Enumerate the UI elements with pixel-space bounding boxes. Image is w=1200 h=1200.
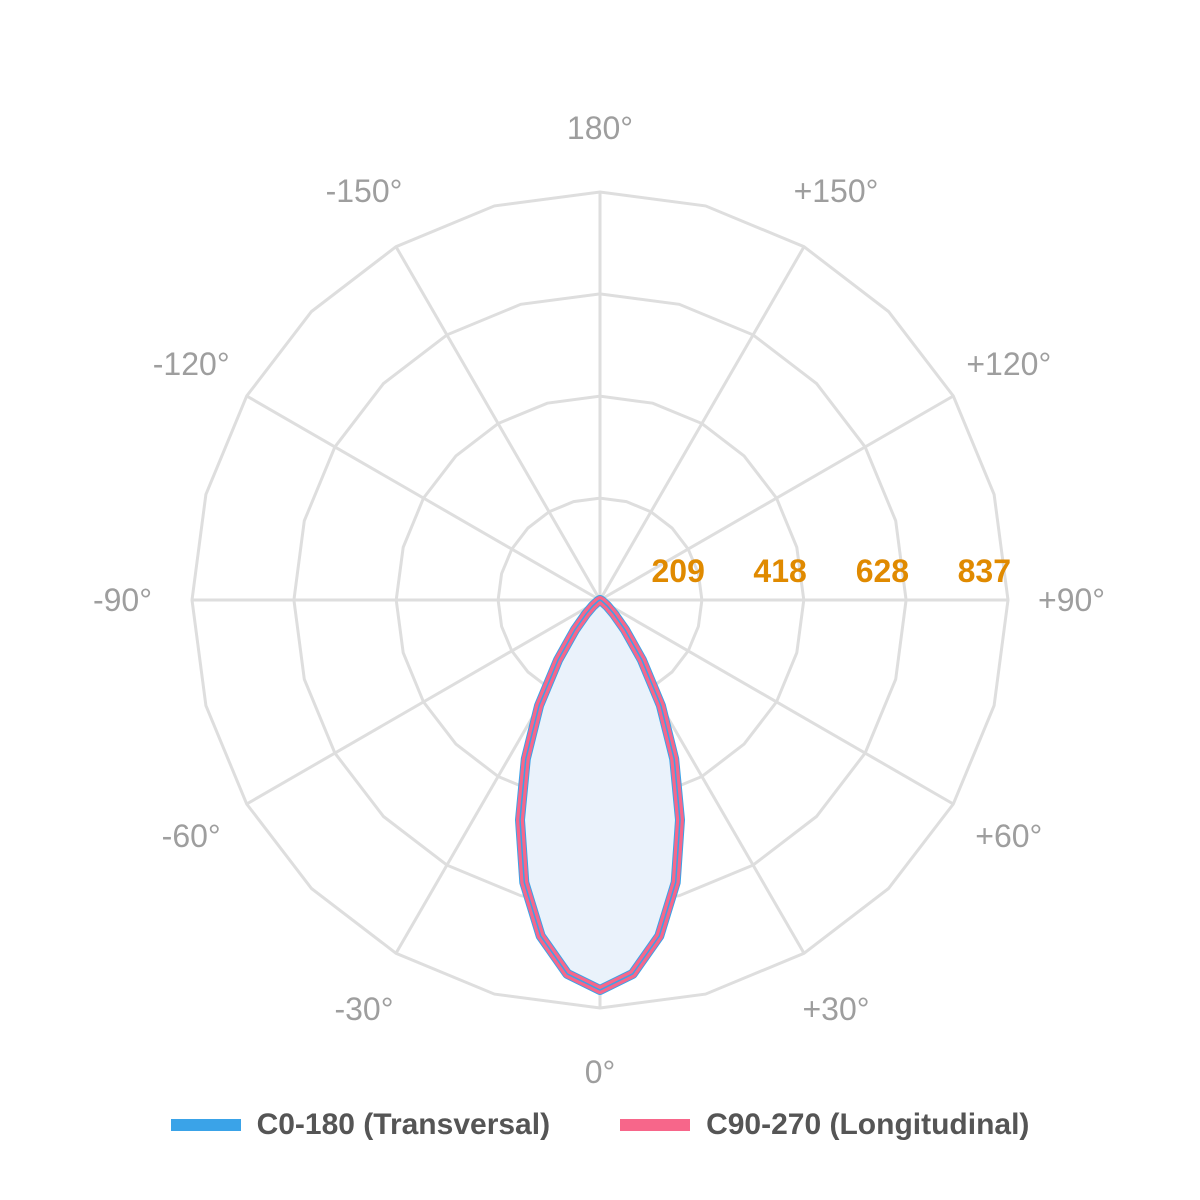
grid-spoke-300 <box>245 598 601 806</box>
angle-label-minus-60: -60° <box>162 818 221 854</box>
radial-tick-label-3: 628 <box>856 553 909 589</box>
radial-tick-label-2: 418 <box>753 553 806 589</box>
angle-labels: 0° +30° +60° +90° +120° +150° 180° -150° -120° -9… <box>93 110 1105 1090</box>
legend: C0-180 (Transversal) C90-270 (Longitudin… <box>0 1100 1200 1150</box>
series-transversal-line <box>515 595 685 995</box>
grid-spoke-210 <box>394 245 602 601</box>
legend-swatch-transversal <box>170 1119 241 1131</box>
angle-label-0: 0° <box>585 1054 616 1090</box>
angle-label-30: +30° <box>802 991 869 1027</box>
series-layer <box>515 595 685 995</box>
radial-tick-label-4: 837 <box>958 553 1011 589</box>
legend-item-transversal[interactable]: C0-180 (Transversal) <box>170 1108 551 1142</box>
angle-label-minus-120: -120° <box>153 346 230 382</box>
legend-item-longitudinal[interactable]: C90-270 (Longitudinal) <box>620 1108 1029 1142</box>
angle-label-90: +90° <box>1038 582 1105 618</box>
radial-tick-label-1: 209 <box>652 553 705 589</box>
legend-swatch-longitudinal <box>620 1119 691 1131</box>
legend-label-longitudinal: C90-270 (Longitudinal) <box>706 1108 1030 1141</box>
angle-label-150: +150° <box>794 173 879 209</box>
legend-label-transversal: C0-180 (Transversal) <box>256 1108 551 1141</box>
grid-spoke-240 <box>245 394 601 602</box>
grid-spoke-120 <box>599 394 955 602</box>
angle-label-minus-30: -30° <box>334 991 393 1027</box>
angle-label-120: +120° <box>966 346 1051 382</box>
angle-label-minus-150: -150° <box>326 173 403 209</box>
angle-label-180: 180° <box>567 110 633 146</box>
grid-spoke-150 <box>598 245 806 601</box>
series-transversal-edge <box>519 599 681 991</box>
radial-tick-labels: 209 418 628 837 <box>652 553 1011 589</box>
angle-label-60: +60° <box>975 818 1042 854</box>
grid-spoke-60 <box>599 598 955 806</box>
angle-label-minus-90: -90° <box>93 582 152 618</box>
